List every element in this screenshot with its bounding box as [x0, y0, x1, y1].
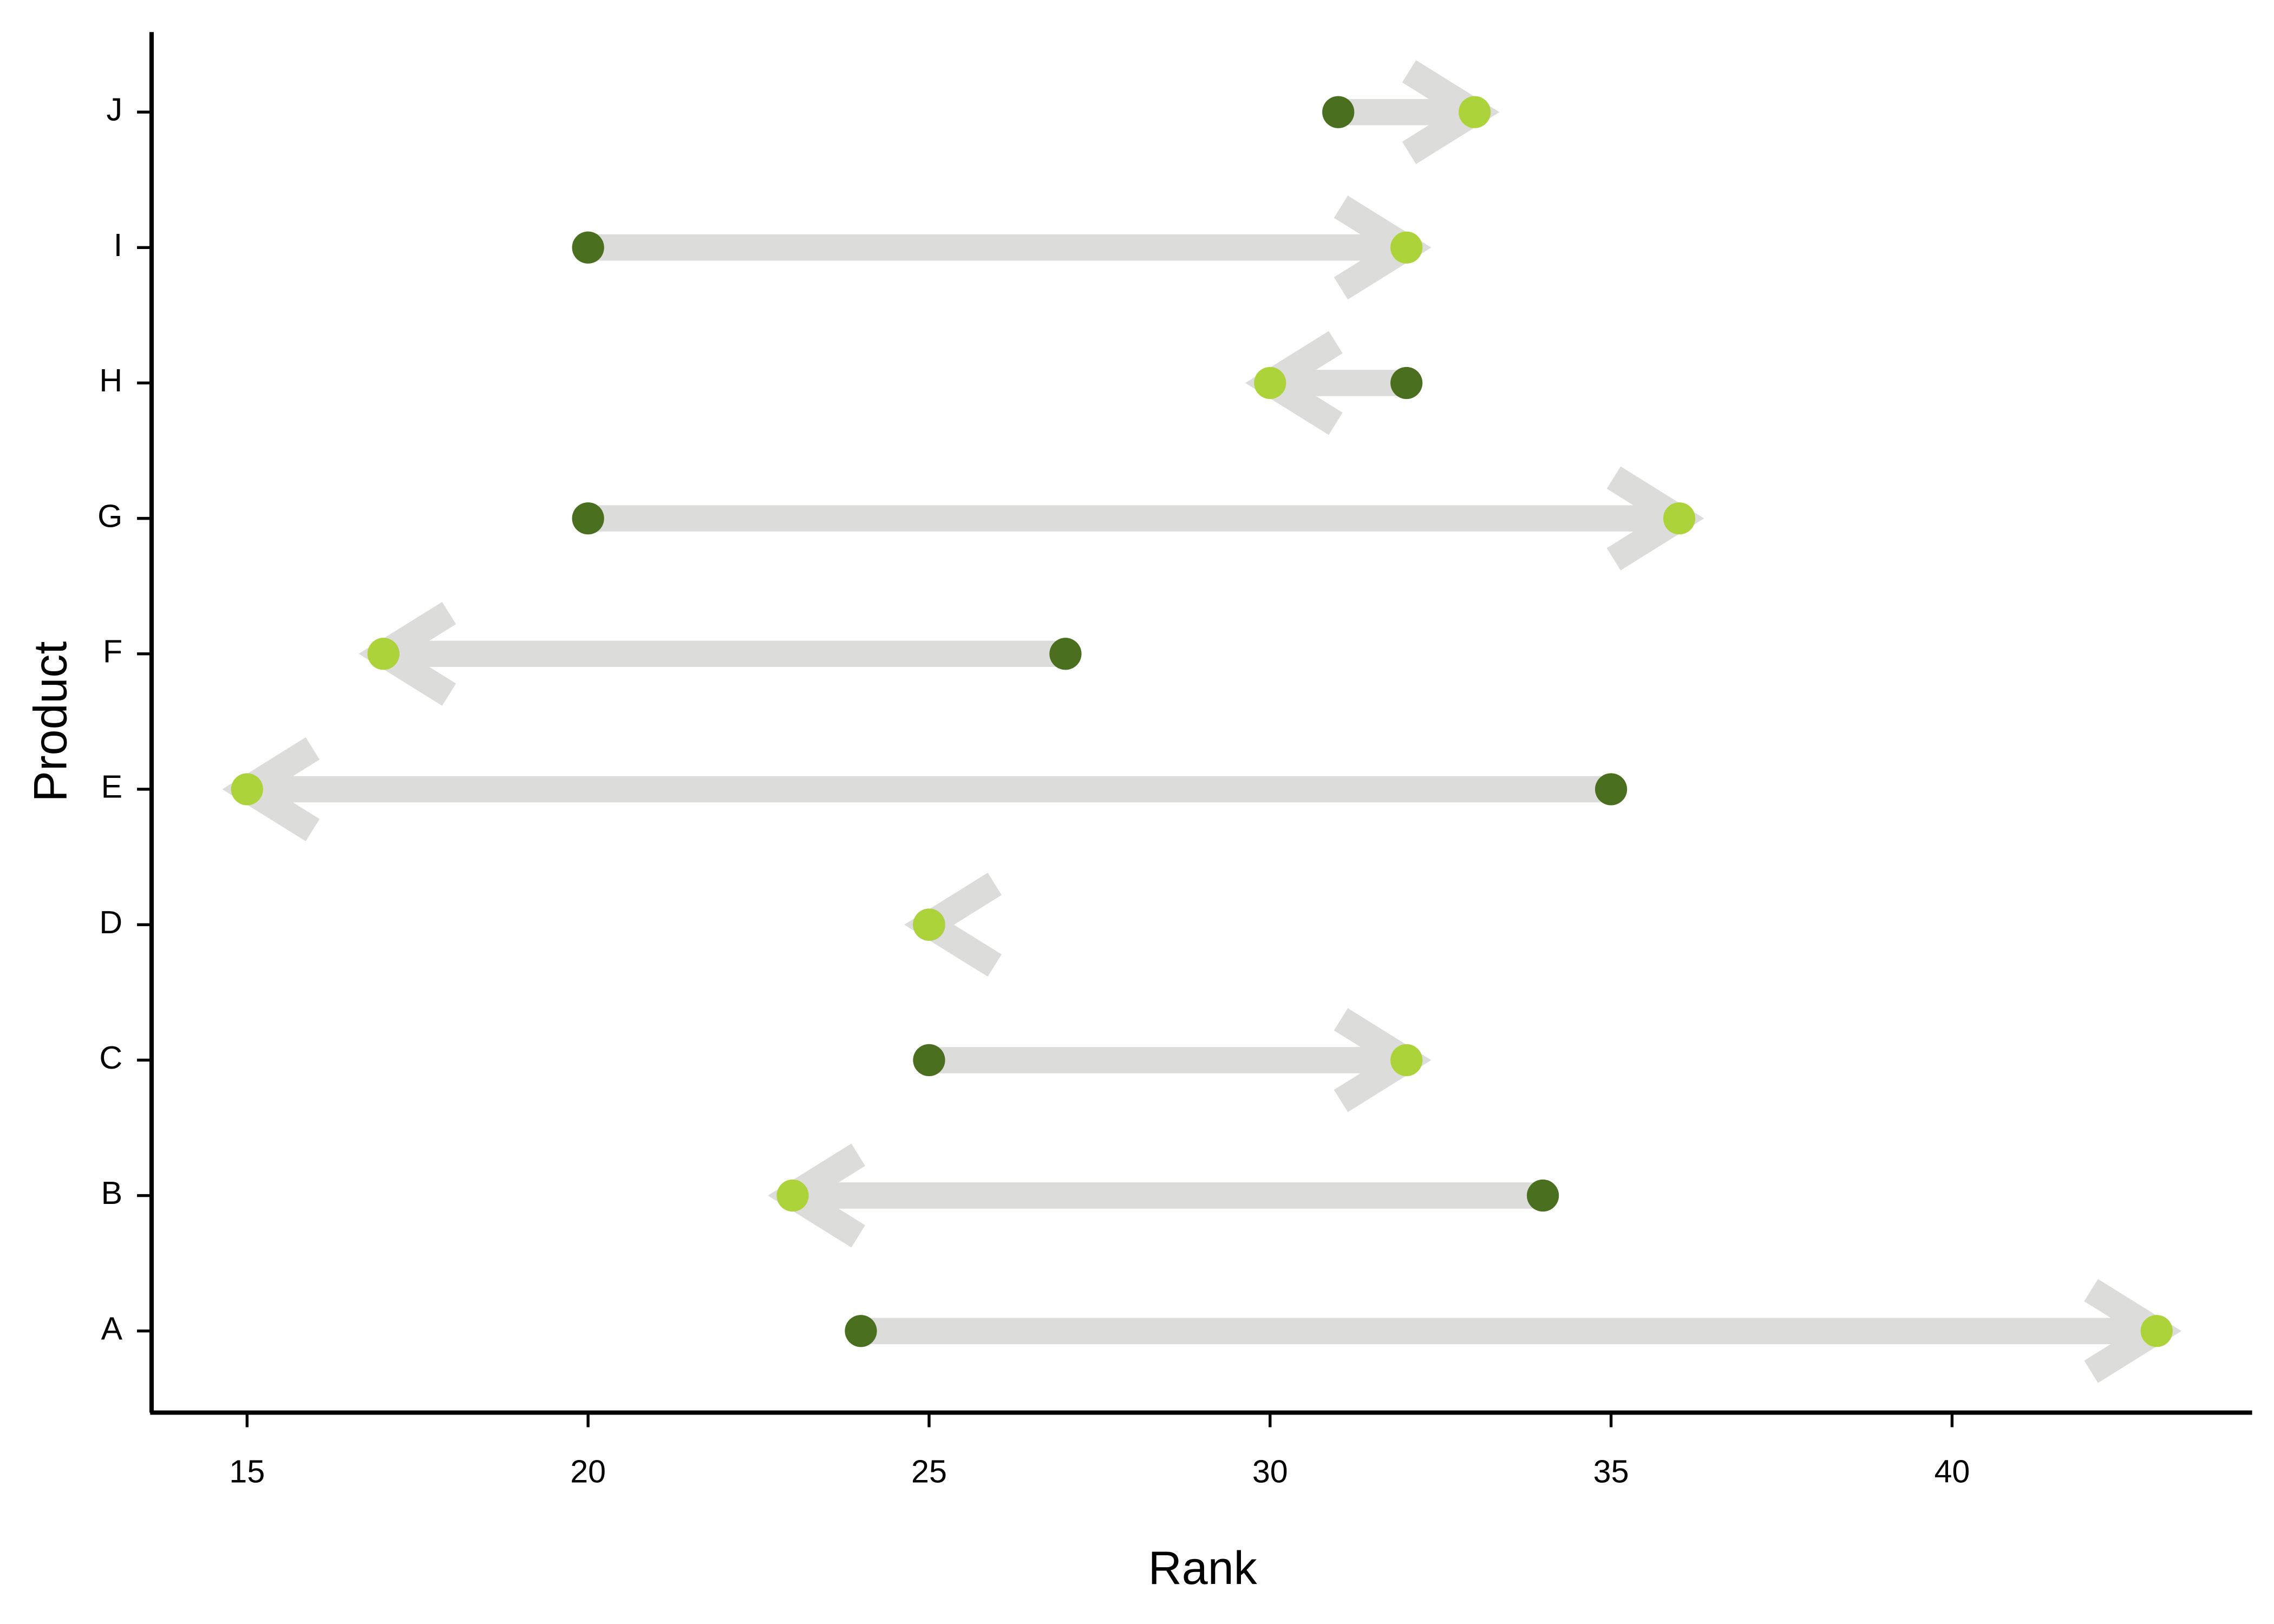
start-point — [1049, 638, 1082, 670]
end-point — [2140, 1315, 2173, 1347]
y-tick-label: G — [97, 497, 122, 534]
y-tick-label: A — [101, 1310, 123, 1346]
start-point — [1595, 773, 1628, 806]
x-axis-title: Rank — [1148, 1542, 1258, 1594]
y-tick-label: D — [99, 904, 122, 940]
end-point — [231, 773, 263, 806]
start-point — [572, 231, 604, 264]
y-tick-label: J — [107, 91, 123, 128]
end-point — [1663, 502, 1696, 535]
start-point — [845, 1315, 877, 1347]
end-point — [913, 908, 945, 941]
x-tick-label: 35 — [1593, 1453, 1629, 1489]
end-point — [1390, 1044, 1423, 1076]
x-tick-label: 20 — [570, 1453, 606, 1489]
x-tick-label: 40 — [1934, 1453, 1970, 1489]
start-point — [913, 1044, 945, 1076]
y-axis-title: Product — [24, 641, 76, 802]
x-tick-label: 15 — [229, 1453, 265, 1489]
end-point — [776, 1179, 809, 1212]
y-tick-label: E — [101, 769, 122, 805]
y-tick-label: B — [101, 1175, 122, 1211]
y-tick-label: I — [114, 227, 122, 263]
y-tick-label: C — [99, 1039, 122, 1076]
start-point — [1527, 1179, 1559, 1212]
x-tick-label: 30 — [1252, 1453, 1288, 1489]
start-point — [1390, 366, 1423, 400]
y-tick-label: F — [103, 633, 122, 669]
start-point — [1322, 96, 1355, 128]
end-point — [1254, 366, 1286, 400]
x-tick-label: 25 — [911, 1453, 947, 1489]
end-point — [1390, 231, 1423, 264]
y-tick-label: H — [99, 362, 122, 398]
start-point — [572, 502, 604, 535]
end-point — [367, 638, 400, 670]
end-point — [1459, 96, 1491, 128]
